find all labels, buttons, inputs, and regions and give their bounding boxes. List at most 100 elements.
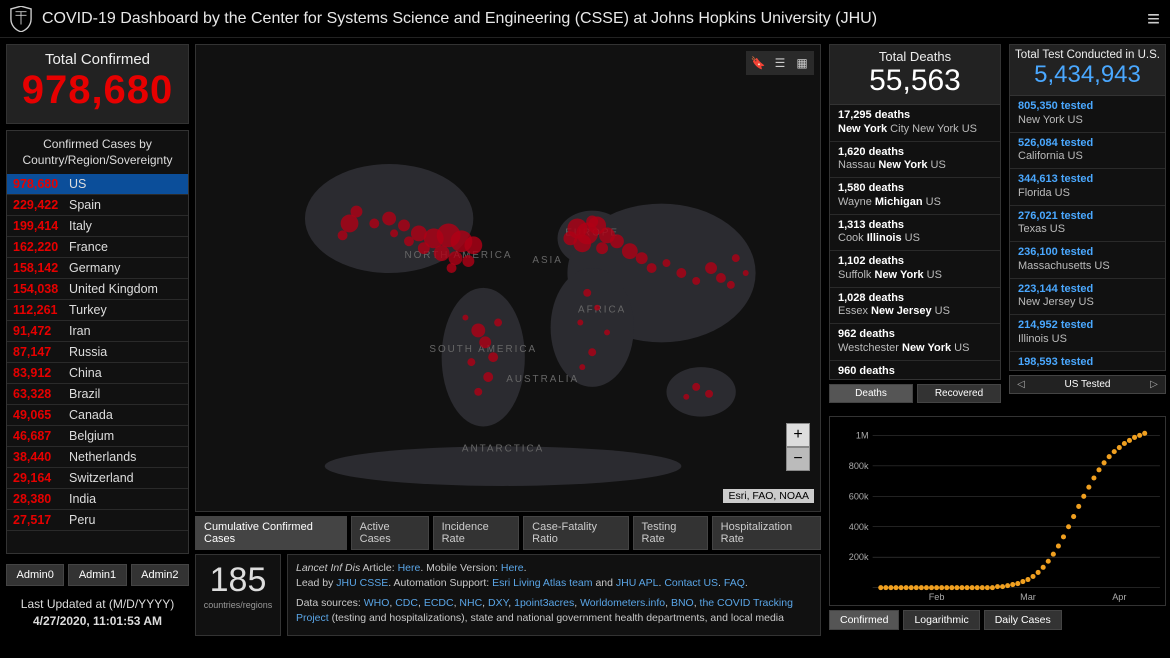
countries-count-panel: 185 countries/regions	[195, 554, 281, 636]
country-row[interactable]: 112,261Turkey	[7, 300, 188, 321]
tests-row[interactable]: 214,952 testedIllinois US	[1010, 315, 1165, 352]
tests-row[interactable]: 198,593 testedPennsylvania US	[1010, 352, 1165, 372]
country-row[interactable]: 87,147Russia	[7, 342, 188, 363]
source-link[interactable]: ECDC	[424, 597, 454, 609]
total-confirmed-label: Total Confirmed	[7, 51, 188, 68]
country-row[interactable]: 154,038United Kingdom	[7, 279, 188, 300]
admin-tab[interactable]: Admin2	[131, 564, 189, 586]
chart-wrap: 1M800k600k400k200kFebMarApr ConfirmedLog…	[825, 416, 1170, 658]
source-link[interactable]: NHC	[459, 597, 482, 609]
svg-text:1M: 1M	[856, 430, 869, 440]
country-row[interactable]: 27,517Peru	[7, 510, 188, 531]
source-link[interactable]: CDC	[395, 597, 418, 609]
admin-tab[interactable]: Admin1	[68, 564, 126, 586]
lancet-link[interactable]: Here	[398, 562, 421, 574]
country-row[interactable]: 83,912China	[7, 363, 188, 384]
map-panel[interactable]: 🔖 ☰ ▦ NORTH AMERICASOUTH AMERICAEUROPEAS…	[195, 44, 821, 512]
country-row[interactable]: 91,472Iran	[7, 321, 188, 342]
chart-tab[interactable]: Confirmed	[829, 610, 899, 630]
deaths-row[interactable]: 1,580 deathsWayne Michigan US	[830, 178, 1000, 215]
country-row[interactable]: 63,328Brazil	[7, 384, 188, 405]
map-attribution: Esri, FAO, NOAA	[723, 489, 814, 503]
total-tests-value: 5,434,943	[1010, 61, 1165, 89]
chart-tab[interactable]: Logarithmic	[903, 610, 979, 630]
tests-nav-next[interactable]: ▷	[1143, 379, 1165, 390]
tests-row[interactable]: 526,084 testedCalifornia US	[1010, 133, 1165, 170]
grid-icon[interactable]: ▦	[792, 53, 812, 73]
tests-nav-prev[interactable]: ◁	[1010, 379, 1032, 390]
country-row[interactable]: 199,414Italy	[7, 216, 188, 237]
map-tab[interactable]: Incidence Rate	[433, 516, 520, 550]
deaths-list[interactable]: 17,295 deathsNew York City New York US1,…	[829, 105, 1001, 380]
svg-text:200k: 200k	[849, 552, 869, 562]
map-tab[interactable]: Cumulative Confirmed Cases	[195, 516, 347, 550]
admin-tab[interactable]: Admin0	[6, 564, 64, 586]
tests-list[interactable]: 805,350 testedNew York US526,084 testedC…	[1009, 96, 1166, 371]
deaths-row[interactable]: 960 deathsBergen New Jersey US	[830, 361, 1000, 381]
map-tab[interactable]: Hospitalization Rate	[712, 516, 821, 550]
source-link[interactable]: Worldometers.info	[580, 597, 665, 609]
deaths-row[interactable]: 1,620 deathsNassau New York US	[830, 142, 1000, 179]
left-column: Total Confirmed 978,680 Confirmed Cases …	[0, 38, 195, 636]
countries-count-label: countries/regions	[198, 600, 278, 610]
country-row[interactable]: 978,680US	[7, 174, 188, 195]
tests-row[interactable]: 223,144 testedNew Jersey US	[1010, 279, 1165, 316]
esri-link[interactable]: Esri Living Atlas team	[492, 577, 592, 589]
deaths-tab[interactable]: Deaths	[829, 384, 913, 403]
menu-icon[interactable]: ≡	[1147, 6, 1160, 32]
svg-text:400k: 400k	[849, 522, 869, 532]
map-toolbar: 🔖 ☰ ▦	[746, 51, 814, 75]
faq-link[interactable]: FAQ	[724, 577, 745, 589]
admin-tabs: Admin0Admin1Admin2	[6, 564, 189, 586]
tests-row[interactable]: 805,350 testedNew York US	[1010, 96, 1165, 133]
tests-row[interactable]: 276,021 testedTexas US	[1010, 206, 1165, 243]
svg-text:Mar: Mar	[1020, 592, 1036, 602]
country-list[interactable]: 978,680US229,422Spain199,414Italy162,220…	[7, 174, 188, 553]
source-link[interactable]: WHO	[364, 597, 390, 609]
deaths-row[interactable]: 17,295 deathsNew York City New York US	[830, 105, 1000, 142]
tests-nav: ◁ US Tested ▷	[1009, 375, 1166, 394]
country-row[interactable]: 28,380India	[7, 489, 188, 510]
deaths-row[interactable]: 1,028 deathsEssex New Jersey US	[830, 288, 1000, 325]
map-tab[interactable]: Case-Fatality Ratio	[523, 516, 628, 550]
last-updated-label: Last Updated at (M/D/YYYY)	[6, 596, 189, 613]
top-bar: COVID-19 Dashboard by the Center for Sys…	[0, 0, 1170, 38]
chart-tab[interactable]: Daily Cases	[984, 610, 1062, 630]
country-row[interactable]: 158,142Germany	[7, 258, 188, 279]
source-link[interactable]: BNO	[671, 597, 694, 609]
total-tests-label: Total Test Conducted in U.S.	[1010, 49, 1165, 61]
chart-panel: 1M800k600k400k200kFebMarApr	[829, 416, 1166, 606]
svg-text:Apr: Apr	[1112, 592, 1126, 602]
contact-link[interactable]: Contact US	[664, 577, 718, 589]
country-row[interactable]: 162,220France	[7, 237, 188, 258]
bookmark-icon[interactable]: 🔖	[748, 53, 768, 73]
tests-row[interactable]: 344,613 testedFlorida US	[1010, 169, 1165, 206]
jhu-csse-link[interactable]: JHU CSSE	[336, 577, 388, 589]
country-row[interactable]: 49,065Canada	[7, 405, 188, 426]
svg-text:600k: 600k	[849, 491, 869, 501]
deaths-row[interactable]: 1,102 deathsSuffolk New York US	[830, 251, 1000, 288]
deaths-tab[interactable]: Recovered	[917, 384, 1001, 403]
deaths-row[interactable]: 962 deathsWestchester New York US	[830, 324, 1000, 361]
zoom-in-button[interactable]: +	[786, 423, 810, 447]
map-tab[interactable]: Testing Rate	[633, 516, 708, 550]
source-link[interactable]: 1point3acres	[514, 597, 574, 609]
deaths-row[interactable]: 1,313 deathsCook Illinois US	[830, 215, 1000, 252]
trend-chart: 1M800k600k400k200kFebMarApr	[830, 417, 1165, 605]
country-row[interactable]: 229,422Spain	[7, 195, 188, 216]
mobile-link[interactable]: Here	[501, 562, 524, 574]
zoom-out-button[interactable]: −	[786, 447, 810, 471]
svg-text:ANTARCTICA: ANTARCTICA	[462, 443, 544, 454]
country-row[interactable]: 38,440Netherlands	[7, 447, 188, 468]
svg-text:Feb: Feb	[929, 592, 945, 602]
list-icon[interactable]: ☰	[770, 53, 790, 73]
country-row[interactable]: 46,687Belgium	[7, 426, 188, 447]
jhuapl-link[interactable]: JHU APL	[616, 577, 659, 589]
country-row[interactable]: 29,164Switzerland	[7, 468, 188, 489]
source-link[interactable]: DXY	[488, 597, 508, 609]
map-tab[interactable]: Active Cases	[351, 516, 429, 550]
total-tests-panel: Total Test Conducted in U.S. 5,434,943	[1009, 44, 1166, 96]
country-list-panel: Confirmed Cases by Country/Region/Sovere…	[6, 130, 189, 554]
tests-row[interactable]: 236,100 testedMassachusetts US	[1010, 242, 1165, 279]
world-map[interactable]: NORTH AMERICASOUTH AMERICAEUROPEASIAAFRI…	[196, 45, 820, 511]
